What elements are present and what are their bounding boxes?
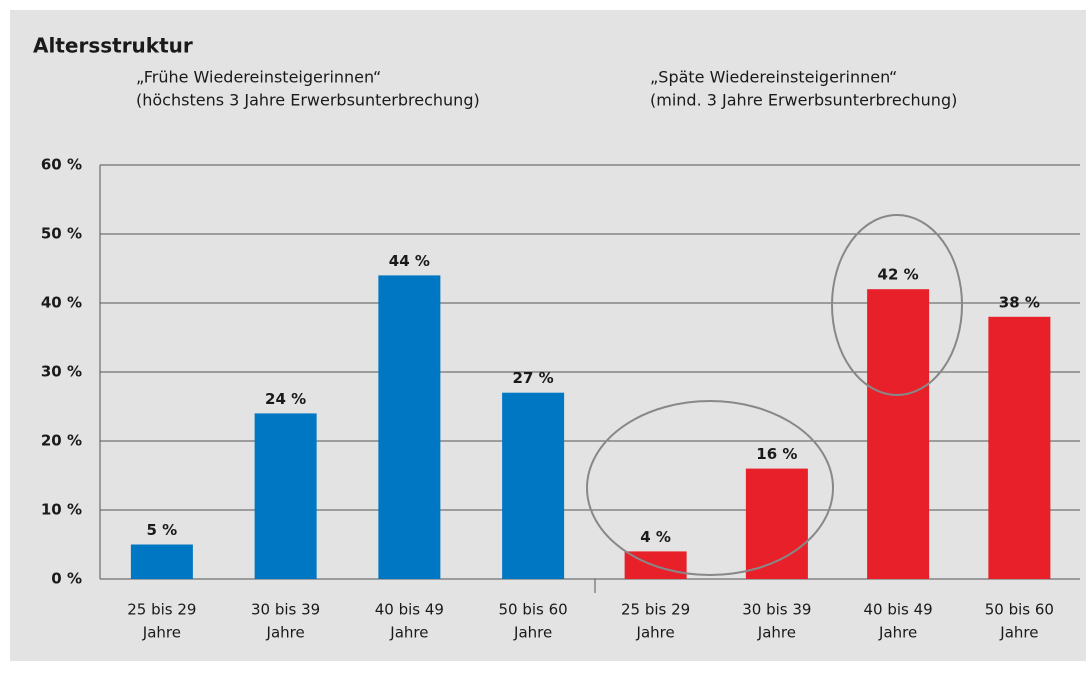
bar <box>502 392 565 579</box>
x-tick-label: Jahre <box>878 624 917 642</box>
value-label: 44 % <box>389 252 430 270</box>
x-tick-label: Jahre <box>757 624 796 642</box>
y-tick-label: 0 % <box>51 570 82 588</box>
value-label: 4 % <box>640 528 671 546</box>
value-label: 16 % <box>756 445 797 463</box>
value-label: 27 % <box>513 369 554 387</box>
x-tick-label: 40 bis 49 <box>375 601 444 619</box>
x-tick-label: Jahre <box>266 624 305 642</box>
bar <box>867 289 930 579</box>
y-tick-label: 20 % <box>41 432 82 450</box>
y-tick-label: 60 % <box>41 156 82 174</box>
x-tick-label: Jahre <box>999 624 1038 642</box>
group-title: „Frühe Wiedereinsteigerinnen“ <box>136 68 381 87</box>
x-tick-label: 50 bis 60 <box>985 601 1054 619</box>
y-tick-label: 30 % <box>41 363 82 381</box>
x-tick-label: Jahre <box>636 624 675 642</box>
y-tick-label: 50 % <box>41 225 82 243</box>
bar <box>130 544 193 579</box>
bar <box>378 275 441 579</box>
x-tick-label: Jahre <box>389 624 428 642</box>
group-note: (mind. 3 Jahre Erwerbsunterbrechung) <box>650 91 957 110</box>
x-tick-label: 25 bis 29 <box>127 601 196 619</box>
value-label: 5 % <box>147 521 178 539</box>
highlight-ellipse <box>831 214 963 396</box>
group-note: (höchstens 3 Jahre Erwerbsunterbrechung) <box>136 91 480 110</box>
x-tick-label: 30 bis 39 <box>742 601 811 619</box>
x-tick-label: 40 bis 49 <box>864 601 933 619</box>
chart-title: Altersstruktur <box>33 34 193 58</box>
highlight-ellipse <box>586 400 834 576</box>
y-tick-label: 10 % <box>41 501 82 519</box>
x-tick-label: 30 bis 39 <box>251 601 320 619</box>
group-title: „Späte Wiedereinsteigerinnen“ <box>650 68 897 87</box>
value-label: 42 % <box>878 266 919 284</box>
x-tick-label: Jahre <box>513 624 552 642</box>
x-tick-label: 25 bis 29 <box>621 601 690 619</box>
value-label: 38 % <box>999 293 1040 311</box>
bar <box>745 468 808 579</box>
y-tick-label: 40 % <box>41 294 82 312</box>
x-tick-label: 50 bis 60 <box>499 601 568 619</box>
value-label: 24 % <box>265 390 306 408</box>
x-tick-label: Jahre <box>142 624 181 642</box>
bar <box>254 413 317 579</box>
bar <box>988 316 1051 579</box>
